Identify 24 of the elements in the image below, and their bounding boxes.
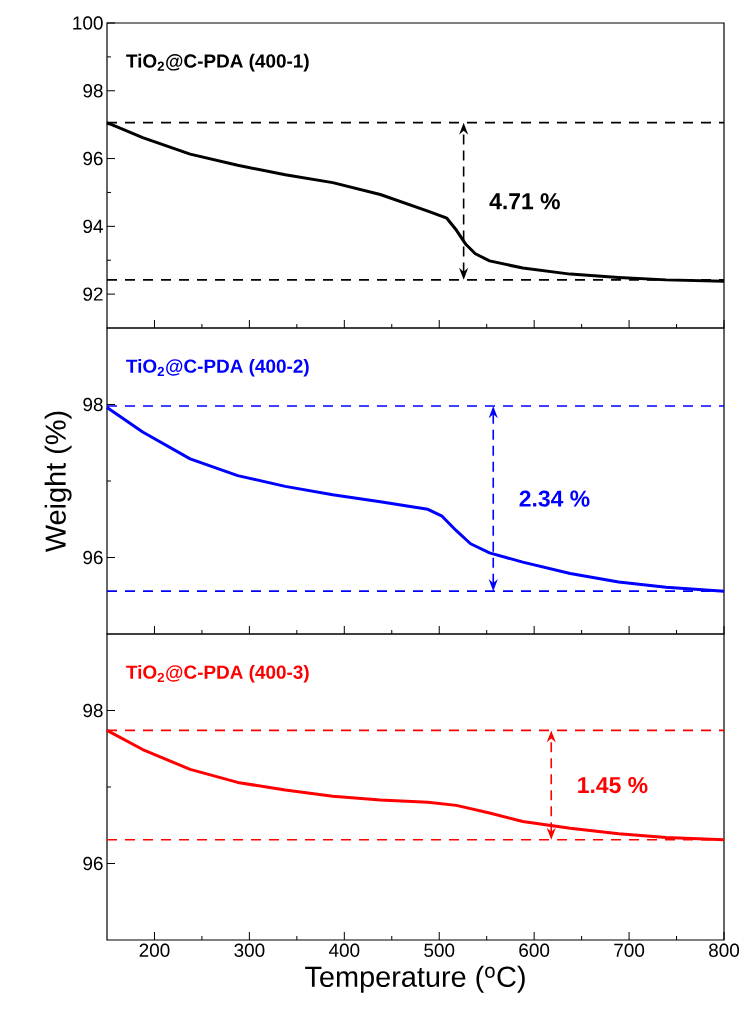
series-label: TiO$_{2}$@C-PDA (400-2) xyxy=(126,358,309,377)
y-tick-label: 98 xyxy=(83,703,103,718)
legend-label: TiO$_{2}$@C-PDA (400-1) xyxy=(126,53,309,72)
x-tick-label: 700 xyxy=(614,943,645,957)
x-tick-label: 200 xyxy=(139,943,170,957)
annotation: 2.34 % xyxy=(519,490,590,507)
y-tick-label: 98 xyxy=(83,84,103,98)
y-axis-title: Weight (%) xyxy=(44,411,72,553)
y-tick-label: 96 xyxy=(83,856,103,871)
y-tick-label: 92 xyxy=(83,287,103,301)
x-tick-label: 500 xyxy=(424,943,455,957)
y-tick-label: 96 xyxy=(83,151,103,166)
x-axis-title: Temperature ($^{o}$C) xyxy=(305,965,525,993)
x-tick-label: 300 xyxy=(234,943,265,957)
y-tick-label: 94 xyxy=(83,219,103,234)
y-tick-label: 98 xyxy=(83,397,103,412)
y-tick-label: 100 xyxy=(73,16,103,30)
y-tick-label: 96 xyxy=(83,550,103,565)
annotation: 1.45 % xyxy=(578,777,648,794)
x-tick-label: 800 xyxy=(709,943,740,957)
x-tick-label: 600 xyxy=(519,943,550,957)
annotation: 4.71 % xyxy=(489,193,560,210)
x-tick-label: 400 xyxy=(328,943,360,957)
text: TiO$_{2}$@C-PDA (400-3) xyxy=(126,664,309,683)
